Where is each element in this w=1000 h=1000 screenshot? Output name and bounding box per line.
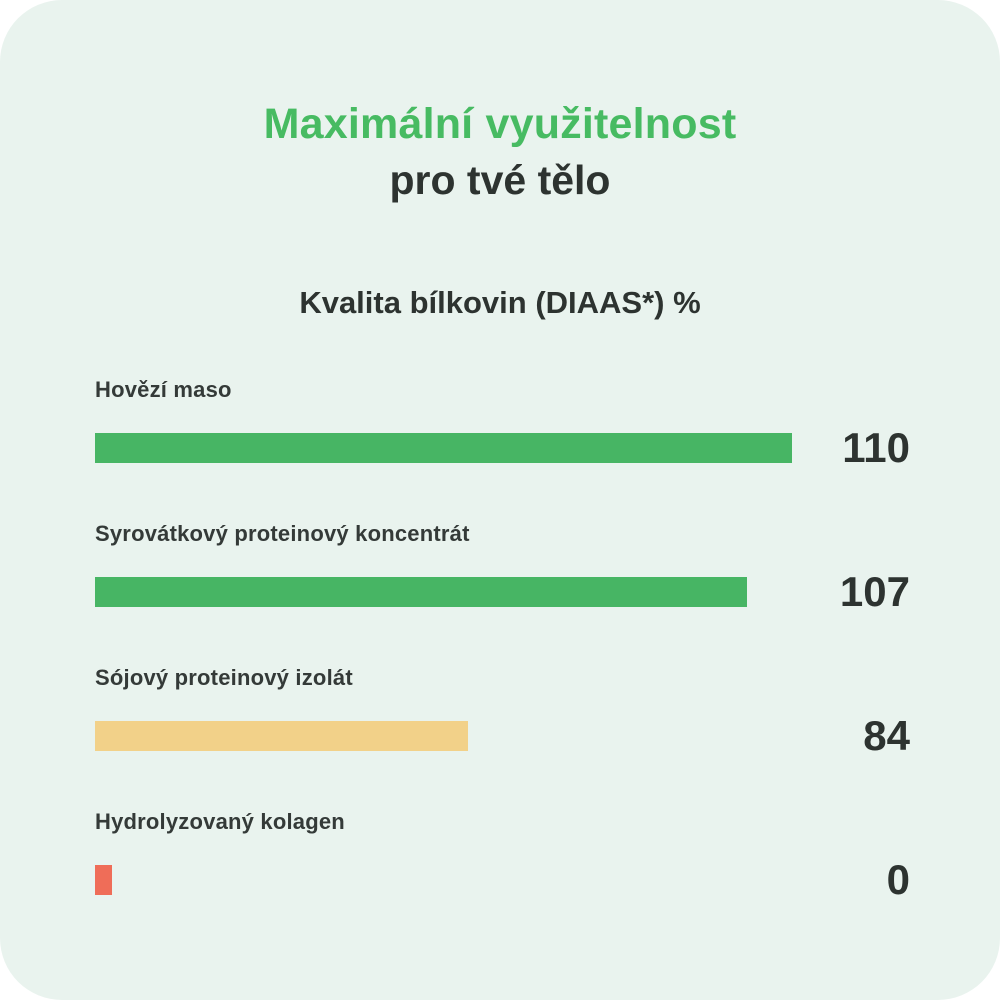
chart-row: Hydrolyzovaný kolagen 0 (95, 809, 910, 901)
bar-beef (95, 432, 792, 463)
bar-chart: Hovězí maso 110 Syrovátkový proteinový k… (0, 377, 1000, 901)
chart-row: Hovězí maso 110 (95, 377, 910, 469)
page-title: Maximální využitelnost pro tvé tělo (0, 0, 1000, 207)
bar-value: 107 (839, 567, 910, 615)
bar-label: Sójový proteinový izolát (95, 664, 353, 690)
bar-value: 84 (863, 711, 910, 759)
title-accent-line: Maximální využitelnost (263, 100, 737, 148)
chart-row: Sójový proteinový izolát 84 (95, 665, 910, 757)
bar-track (95, 720, 792, 751)
bar-track (95, 432, 792, 463)
bar-label: Syrovátkový proteinový koncentrát (95, 520, 470, 546)
bar-label: Hydrolyzovaný kolagen (95, 808, 345, 834)
bar-value: 110 (842, 423, 910, 471)
chart-row: Syrovátkový proteinový koncentrát 107 (95, 521, 910, 613)
title-secondary-line: pro tvé tělo (389, 156, 611, 203)
bar-value: 0 (886, 855, 910, 903)
bar-track (95, 864, 792, 895)
bar-soy-isolate (95, 720, 468, 751)
bar-whey-concentrate (95, 576, 747, 607)
chart-title: Kvalita bílkovin (DIAAS*) % (299, 284, 701, 320)
bar-hydrolyzed-collagen (95, 864, 112, 895)
bar-label: Hovězí maso (95, 376, 232, 402)
bar-track (95, 576, 792, 607)
